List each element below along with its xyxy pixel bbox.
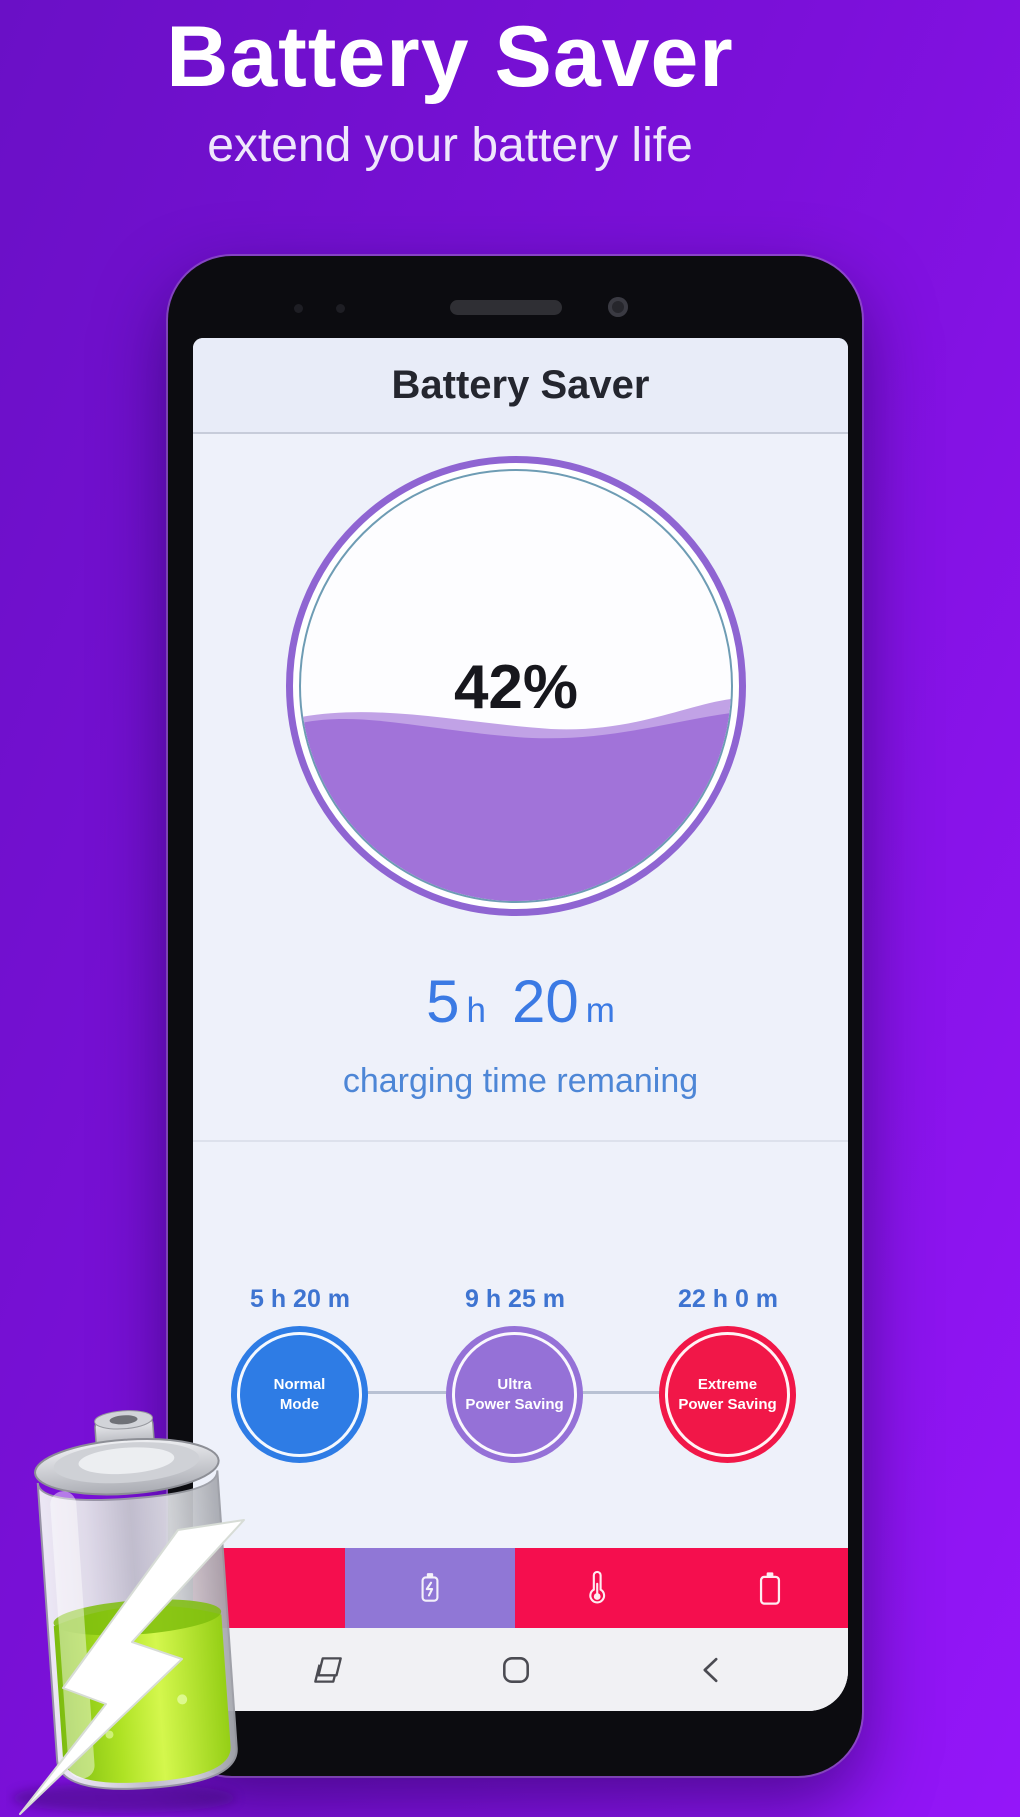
back-icon (703, 1657, 718, 1682)
toolbar-tab-battery-saver[interactable] (345, 1548, 515, 1628)
battery-hero-image (12, 1410, 245, 1815)
mode-extreme-label-line1: Extreme (697, 1376, 758, 1393)
mode-ultra-label-line1: Ultra (497, 1376, 532, 1393)
earpiece-speaker (450, 300, 562, 315)
mode-normal-label-line2: Mode (279, 1395, 320, 1413)
toolbar-tab-temperature[interactable] (557, 1548, 637, 1628)
light-sensor-dot (336, 304, 345, 313)
app-header: Battery Saver (193, 338, 848, 434)
section-divider (193, 1140, 848, 1142)
hours-unit: h (466, 991, 486, 1030)
thermometer-icon (589, 1570, 606, 1604)
banner-title: Battery Saver (166, 9, 734, 105)
app-header-title: Battery Saver (391, 362, 650, 407)
mode-ultra-label-line2: Power Saving (465, 1395, 564, 1413)
bottom-toolbar (193, 1548, 848, 1628)
liquid-wave (301, 699, 731, 901)
mode-normal-button[interactable]: Normal Mode (231, 1326, 368, 1463)
home-button[interactable] (471, 1628, 561, 1711)
mode-ultra-time: 9 h 25 m (464, 1285, 566, 1313)
mode-normal-time: 5 h 20 m (249, 1285, 351, 1313)
android-navbar (193, 1628, 848, 1711)
battery-percent: 42% (453, 653, 579, 722)
battery-saver-icon (421, 1573, 439, 1602)
recents-button[interactable] (283, 1628, 373, 1711)
mode-normal-label-line1: Normal (273, 1376, 326, 1393)
recents-icon (314, 1656, 342, 1683)
banner-subtitle: extend your battery life (207, 119, 693, 172)
time-remaining: 5 h 20 m (193, 967, 848, 1036)
gauge-inner-ring (299, 469, 733, 903)
back-button[interactable] (666, 1628, 756, 1711)
minutes-value: 20 (511, 968, 579, 1035)
mode-extreme-button[interactable]: Extreme Power Saving (659, 1326, 796, 1463)
app-screen: Battery Saver 42% 5 h 20 m charging time re… (193, 338, 848, 1711)
home-icon (503, 1656, 529, 1683)
phone-frame: Battery Saver 42% 5 h 20 m charging time re… (168, 256, 862, 1776)
proximity-sensor-dot (294, 304, 303, 313)
minutes-unit: m (585, 991, 615, 1030)
battery-gauge: 42% (286, 456, 746, 916)
mode-extreme-label-line2: Power Saving (678, 1395, 777, 1413)
toolbar-tab-battery[interactable] (730, 1548, 810, 1628)
time-remaining-caption: charging time remaning (342, 1062, 699, 1100)
hours-value: 5 (426, 968, 460, 1035)
mode-extreme-time: 22 h 0 m (677, 1285, 779, 1313)
mode-ultra-button[interactable]: Ultra Power Saving (446, 1326, 583, 1463)
battery-icon (759, 1572, 781, 1605)
front-camera (608, 297, 628, 317)
